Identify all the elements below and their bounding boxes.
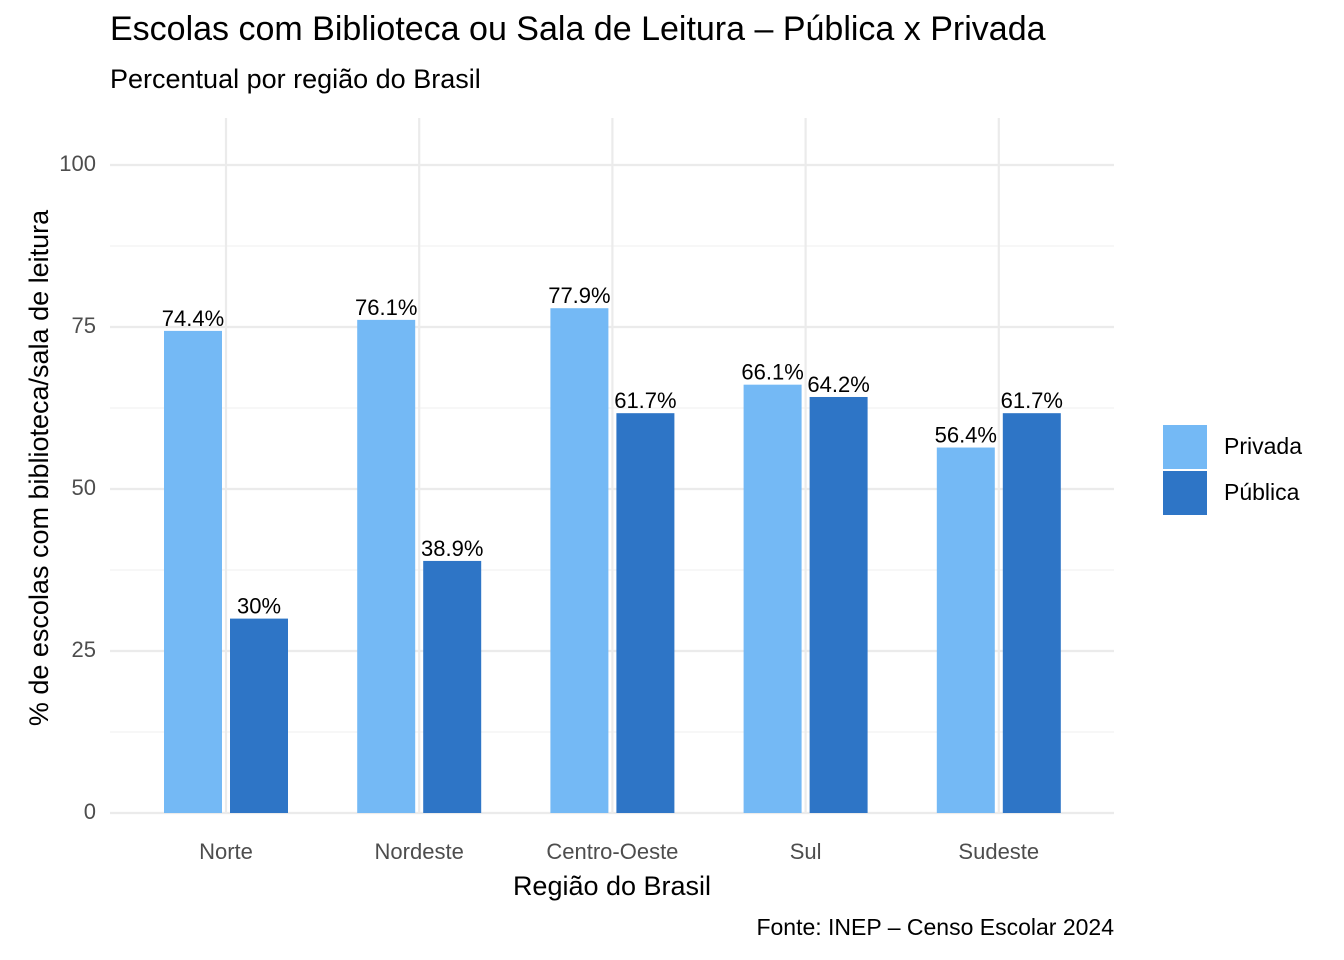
chart-caption: Fonte: INEP – Censo Escolar 2024 — [756, 914, 1114, 940]
x-tick-label: Nordeste — [375, 839, 464, 864]
data-label: 76.1% — [355, 295, 417, 320]
x-axis-title: Região do Brasil — [513, 871, 711, 901]
x-axis-ticks: Norte Nordeste Centro-Oeste Sul Sudeste — [199, 839, 1039, 864]
x-tick-label: Norte — [199, 839, 253, 864]
y-tick-label: 75 — [72, 313, 96, 338]
data-label: 66.1% — [741, 360, 803, 385]
bar-pblica-norte — [230, 618, 288, 813]
y-axis-ticks: 0 25 50 75 100 — [59, 151, 96, 824]
grid-lines — [110, 118, 1114, 815]
bar-pblica-sudeste — [1002, 413, 1061, 813]
data-labels: 74.4% 30% 76.1% 38.9% 77.9% 61.7% 66.1% 64.2% 56… — [162, 283, 1063, 618]
legend-key-privada — [1163, 425, 1207, 469]
bar-pblica-centro-oeste — [616, 413, 675, 813]
data-label: 77.9% — [548, 283, 610, 308]
legend-key-pblica — [1163, 471, 1207, 515]
data-label: 30% — [237, 594, 281, 619]
data-label: 64.2% — [807, 372, 869, 397]
bars — [164, 308, 1061, 813]
legend: Privada Pública — [1163, 425, 1302, 515]
y-tick-label: 0 — [84, 799, 96, 824]
legend-label: Pública — [1224, 479, 1300, 505]
y-tick-label: 100 — [59, 151, 96, 176]
y-axis-title: % de escolas com biblioteca/sala de leit… — [24, 209, 54, 726]
x-tick-label: Centro-Oeste — [546, 839, 678, 864]
chart-subtitle: Percentual por região do Brasil — [110, 64, 481, 94]
bar-privada-sudeste — [936, 447, 995, 813]
data-label: 74.4% — [162, 306, 224, 331]
y-tick-label: 50 — [72, 475, 96, 500]
data-label: 61.7% — [614, 388, 676, 413]
chart-title: Escolas com Biblioteca ou Sala de Leitur… — [110, 10, 1046, 48]
legend-label: Privada — [1224, 433, 1302, 459]
data-label: 56.4% — [935, 423, 997, 448]
bar-privada-norte — [164, 330, 222, 813]
bar-privada-centro-oeste — [550, 308, 609, 813]
x-tick-label: Sul — [790, 839, 822, 864]
data-label: 61.7% — [1001, 388, 1063, 413]
bar-privada-sul — [743, 384, 802, 813]
x-tick-label: Sudeste — [958, 839, 1039, 864]
bar-pblica-nordeste — [423, 560, 482, 813]
bar-pblica-sul — [809, 396, 868, 813]
bar-privada-nordeste — [357, 319, 416, 813]
data-label: 38.9% — [421, 536, 483, 561]
y-tick-label: 25 — [72, 637, 96, 662]
